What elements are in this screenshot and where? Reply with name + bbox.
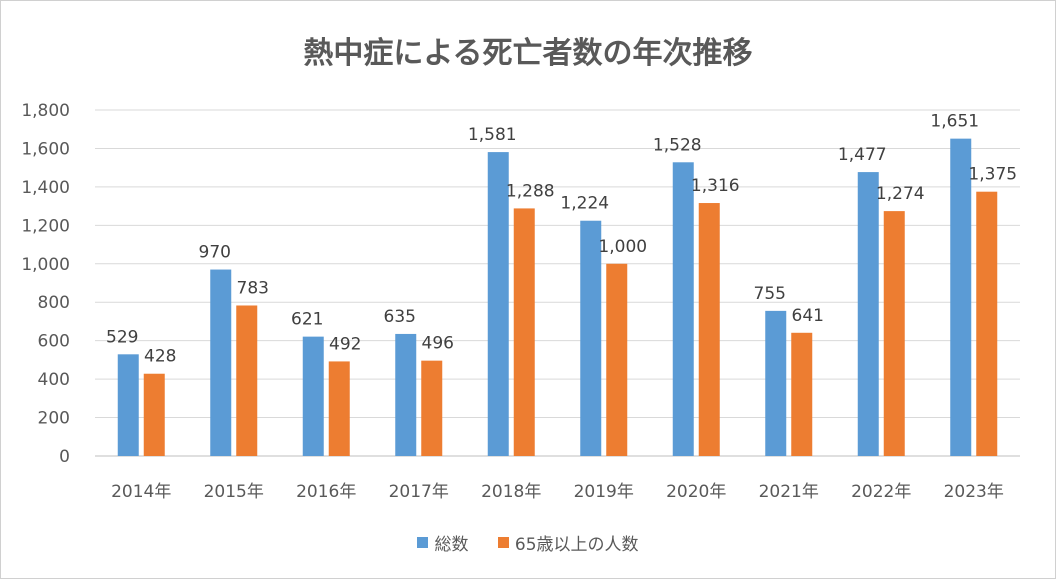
bar-total xyxy=(302,336,324,456)
bar-65plus xyxy=(698,203,720,456)
x-tick-label: 2017年 xyxy=(389,482,449,502)
data-label-65plus: 492 xyxy=(329,334,361,354)
data-label-65plus: 428 xyxy=(144,347,176,367)
x-tick-label: 2018年 xyxy=(481,482,541,502)
data-label-total: 970 xyxy=(199,243,231,263)
bar-65plus xyxy=(236,305,258,456)
bar-total xyxy=(857,172,879,457)
y-tick-label: 600 xyxy=(38,332,70,352)
bar-65plus xyxy=(328,361,350,456)
legend-item-65plus: 65歳以上の人数 xyxy=(497,530,639,555)
bar-total xyxy=(580,220,602,456)
legend-item-total: 総数 xyxy=(417,530,468,555)
legend: 総数 65歳以上の人数 xyxy=(0,530,1056,555)
bar-total xyxy=(672,162,694,457)
legend-label-65plus: 65歳以上の人数 xyxy=(514,535,639,555)
y-axis-ticks: 0 200 400 600 800 1,000 1,200 1,400 1,600 1,800 xyxy=(21,101,70,467)
bar-total xyxy=(950,138,972,456)
bar-65plus xyxy=(421,360,443,456)
y-tick-label: 1,800 xyxy=(21,101,70,121)
legend-label-total: 総数 xyxy=(434,535,469,555)
bar-total xyxy=(487,152,509,456)
data-label-65plus: 783 xyxy=(237,278,269,298)
y-tick-label: 1,000 xyxy=(21,255,70,275)
bar-65plus xyxy=(606,263,628,456)
bar-total xyxy=(395,333,417,456)
data-label-total: 529 xyxy=(106,327,138,347)
x-tick-label: 2019年 xyxy=(574,482,634,502)
y-tick-label: 200 xyxy=(38,409,70,429)
x-tick-label: 2016年 xyxy=(296,482,356,502)
data-label-total: 1,224 xyxy=(560,194,609,214)
data-label-total: 1,581 xyxy=(468,125,517,145)
y-tick-label: 800 xyxy=(38,293,70,313)
data-label-65plus: 641 xyxy=(792,306,824,326)
data-label-total: 635 xyxy=(384,307,416,327)
data-label-total: 1,651 xyxy=(930,112,979,132)
bar-65plus xyxy=(791,332,813,456)
bar-total xyxy=(765,310,787,456)
bar-65plus xyxy=(513,208,535,456)
x-tick-label: 2021年 xyxy=(759,482,819,502)
y-tick-label: 400 xyxy=(38,370,70,390)
bar-65plus xyxy=(976,191,998,456)
bars xyxy=(117,138,998,457)
data-label-65plus: 1,375 xyxy=(968,165,1017,185)
data-label-total: 621 xyxy=(291,310,323,330)
y-tick-label: 0 xyxy=(59,447,70,467)
data-label-65plus: 1,000 xyxy=(598,237,647,257)
bar-total xyxy=(117,354,139,456)
chart-title: 熱中症による死亡者数の年次推移 xyxy=(303,36,753,71)
x-axis-ticks: 2014年 2015年 2016年 2017年 2018年 2019年 2020年 2021年… xyxy=(111,482,1004,502)
data-label-total: 1,477 xyxy=(838,145,887,165)
data-label-65plus: 1,288 xyxy=(506,181,555,201)
y-tick-label: 1,600 xyxy=(21,139,70,159)
data-label-65plus: 1,316 xyxy=(691,176,740,196)
bar-65plus xyxy=(883,211,905,456)
x-tick-label: 2014年 xyxy=(111,482,171,502)
x-tick-label: 2015年 xyxy=(204,482,264,502)
data-label-65plus: 496 xyxy=(422,334,454,354)
x-tick-label: 2020年 xyxy=(666,482,726,502)
bar-65plus xyxy=(143,373,165,456)
data-label-total: 1,528 xyxy=(653,135,702,155)
legend-swatch-65plus xyxy=(497,537,509,548)
y-tick-label: 1,200 xyxy=(21,216,70,236)
bar-total xyxy=(210,269,232,456)
x-tick-label: 2023年 xyxy=(944,482,1004,502)
legend-swatch-total xyxy=(417,537,429,548)
x-tick-label: 2022年 xyxy=(851,482,911,502)
data-label-total: 755 xyxy=(754,284,786,304)
y-tick-label: 1,400 xyxy=(21,178,70,198)
data-label-65plus: 1,274 xyxy=(876,184,925,204)
